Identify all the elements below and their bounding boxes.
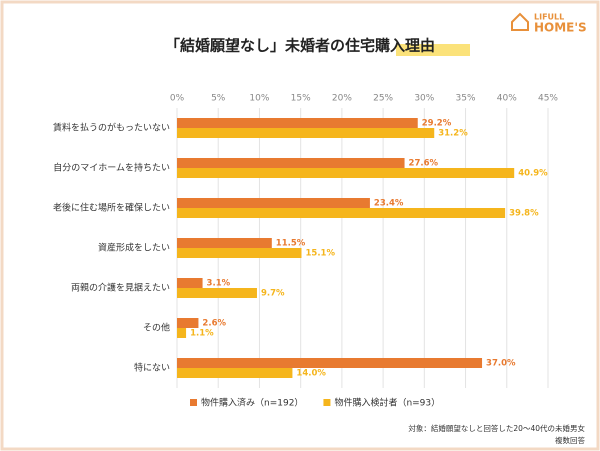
value-label: 27.6% <box>409 159 439 169</box>
value-label: 15.1% <box>305 249 335 259</box>
value-label: 23.4% <box>374 199 404 209</box>
bar <box>177 358 483 368</box>
category-label: 両親の介護を見据えたい <box>71 282 170 294</box>
category-label: 資産形成をしたい <box>98 242 170 254</box>
bar <box>177 248 302 258</box>
bar <box>177 208 506 218</box>
bar <box>177 158 405 168</box>
x-tick-label: 10% <box>249 94 269 104</box>
value-label: 39.8% <box>509 209 539 219</box>
category-label: 老後に住む場所を確保したい <box>53 202 170 214</box>
x-tick-label: 45% <box>538 94 558 104</box>
logo-text: HOME'S <box>534 21 587 35</box>
x-tick-label: 15% <box>291 94 311 104</box>
value-label: 40.9% <box>518 169 548 179</box>
bar <box>177 118 418 128</box>
bar <box>177 318 199 328</box>
logo-icon <box>511 12 529 31</box>
value-label: 37.0% <box>486 359 516 369</box>
title-highlight <box>396 44 470 56</box>
x-tick-label: 40% <box>497 94 517 104</box>
category-label: 賃料を払うのがもったいない <box>53 122 170 134</box>
legend-swatch <box>190 399 197 406</box>
chart-title: 「結婚願望なし」未婚者の住宅購入理由 <box>165 37 435 55</box>
category-label: 特にない <box>134 362 170 374</box>
value-label: 1.1% <box>190 329 214 339</box>
value-label: 11.5% <box>276 239 306 249</box>
x-tick-label: 30% <box>414 94 434 104</box>
bar <box>177 238 272 248</box>
bar <box>177 198 370 208</box>
footnote: 対象：結婚願望なしと回答した20〜40代の未婚男女 <box>408 423 585 433</box>
value-label: 31.2% <box>438 129 468 139</box>
bar <box>177 128 435 138</box>
x-tick-label: 35% <box>456 94 476 104</box>
value-label: 2.6% <box>202 319 226 329</box>
bar <box>177 368 293 378</box>
bar <box>177 328 187 338</box>
bar <box>177 168 515 178</box>
x-tick-label: 5% <box>211 94 226 104</box>
value-label: 9.7% <box>261 289 285 299</box>
bar <box>177 288 257 298</box>
value-label: 3.1% <box>207 279 231 289</box>
x-tick-label: 20% <box>332 94 352 104</box>
logo-text: LIFULL <box>534 13 564 22</box>
category-label: その他 <box>143 322 170 334</box>
legend-swatch <box>323 399 331 406</box>
footnote: 複数回答 <box>555 435 585 445</box>
value-label: 14.0% <box>296 369 326 379</box>
category-label: 自分のマイホームを持ちたい <box>53 162 170 174</box>
x-tick-label: 25% <box>373 94 393 104</box>
value-label: 29.2% <box>422 119 452 129</box>
legend-label: 物件購入済み（n=192） <box>201 397 303 409</box>
bar <box>177 278 203 288</box>
legend-label: 物件購入検討者（n=93） <box>334 397 440 409</box>
x-tick-label: 0% <box>170 94 185 104</box>
